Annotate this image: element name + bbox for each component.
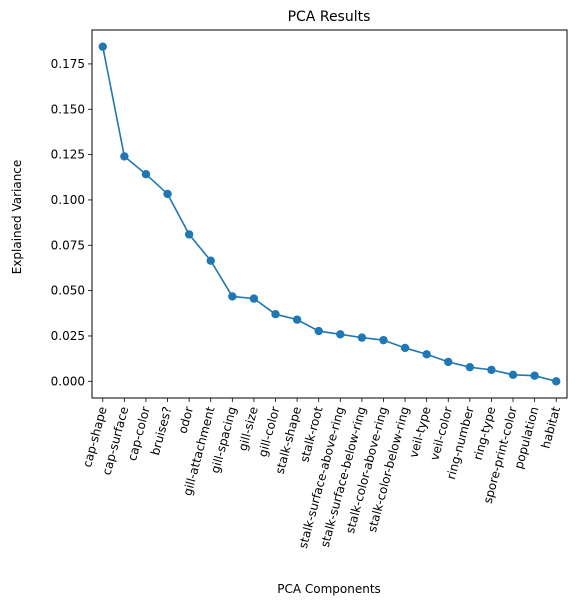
data-point [184,230,194,239]
data-point [228,292,237,301]
data-point [552,377,561,386]
y-tick-label: 0.000 [51,374,85,388]
data-point [249,294,259,303]
data-point [292,315,302,324]
data-point [530,371,539,380]
y-tick-label: 0.100 [51,193,85,207]
data-point [465,362,475,372]
data-point [120,152,129,161]
plot-area: 0.000 0.025 0.050 0.075 0.100 0.125 0.150 0.175… [51,29,568,550]
data-point [444,357,453,367]
y-tick-label: 0.025 [51,329,85,343]
data-point [487,365,496,375]
x-tick-label: gill-size [236,405,261,452]
data-point [206,256,215,265]
y-tick-label: 0.125 [51,148,85,162]
chart-title: PCA Results [288,9,371,25]
data-point [379,335,388,345]
data-point [314,326,323,336]
data-point [422,350,431,359]
plot-frame [91,29,568,399]
x-tick-label: odor [175,405,196,435]
y-tick-label: 0.150 [51,102,85,116]
data-point [357,333,367,342]
data-point [336,330,345,339]
data-point [163,189,172,199]
data-point [141,169,151,179]
data-point [508,370,518,379]
data-point [271,310,280,319]
x-tick-label: habitat [539,405,564,450]
series-line [101,46,557,383]
y-axis-title: Explained Variance [10,160,24,275]
x-tick-label: bruises? [148,405,174,457]
y-tick-label: 0.075 [51,238,85,252]
data-point [98,42,107,51]
y-tick-label: 0.050 [51,284,85,298]
y-tick-label: 0.175 [51,57,85,71]
data-point [400,343,410,353]
x-axis-title: PCA Components [277,582,381,596]
